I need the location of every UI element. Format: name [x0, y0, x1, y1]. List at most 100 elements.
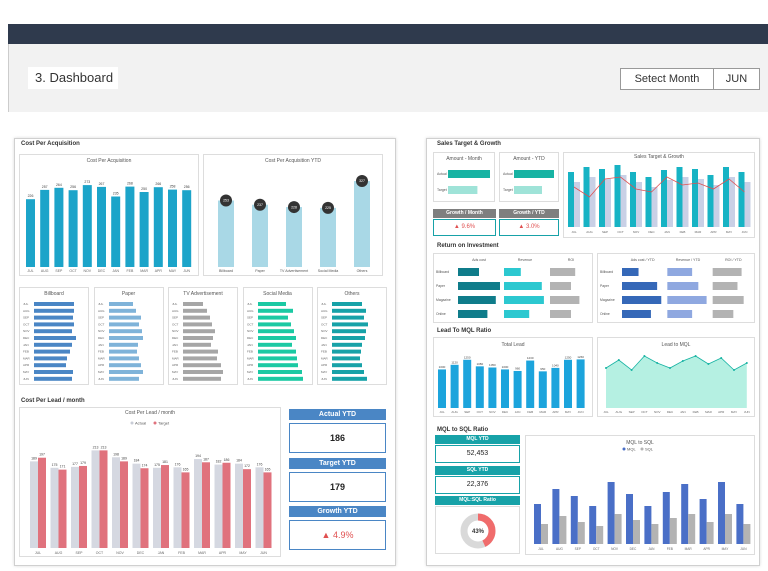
sales-target-bar — [744, 182, 751, 227]
donut-fill — [460, 513, 496, 549]
mql-section-title: MQL to SQL Ratio — [437, 427, 489, 433]
mql-sql-ratio-donut: 43% — [460, 513, 496, 549]
channel-month-label: MAY — [23, 370, 29, 374]
cpa-bar-label: 268 — [127, 182, 133, 186]
target-bar — [514, 186, 542, 194]
total-lead-month: OCT — [477, 410, 484, 414]
channel-month-label: APR — [98, 363, 105, 367]
cpa-bar — [26, 199, 35, 267]
cpl-month-label: FEB — [178, 551, 185, 555]
legend-actual-label: Actual — [135, 421, 146, 426]
channel-bar — [183, 342, 211, 347]
total-lead-bar — [526, 360, 535, 408]
channel-month-label: APR — [172, 363, 179, 367]
cpa-bar-label: 250 — [141, 187, 147, 191]
roi-bar — [458, 296, 496, 304]
lead-mql-point — [694, 355, 697, 357]
ytd-value-circle — [220, 194, 232, 207]
channel-month-label: JUN — [247, 377, 253, 381]
roi-row-label: Online — [436, 312, 446, 316]
cpl-month-label: JUL — [35, 551, 41, 555]
cpa-bar — [182, 190, 192, 267]
total-lead-month: JAN — [515, 410, 521, 414]
channel-month-label: NOV — [172, 329, 179, 333]
channel-month-label: MAR — [247, 356, 255, 360]
mql-sql-chart-title: MQL to SQL — [626, 440, 654, 446]
lead-mql-point — [745, 362, 748, 364]
total-lead-label: 1000 — [502, 365, 509, 369]
channel-month-label: FEB — [247, 350, 253, 354]
roi-bar — [458, 282, 500, 290]
cpl-target-label: 165 — [265, 467, 271, 471]
cpa-month-label: NOV — [84, 269, 92, 273]
total-lead-month: MAR — [539, 410, 547, 414]
cpl-chart-title: Cost Per Lead / month — [124, 410, 176, 416]
channel-bar-chart: JUL AUG SEP OCT NOV DEC JAN FEB MAR APR MAY JUN — [321, 302, 368, 381]
channel-bar — [183, 315, 210, 320]
growth-ytd-value: ▲ 3.0% — [499, 219, 559, 236]
lead-mql-month: JUL — [603, 410, 609, 414]
roi-ytd-table-chart: Ads cost / YTD Revenue / YTD ROI / YTD Bill… — [600, 258, 744, 318]
cpa-bar — [54, 187, 64, 267]
sales-month-label: APR — [710, 230, 717, 234]
cpl-actual-label: 176 — [175, 462, 181, 466]
sales-month-label: JAN — [664, 230, 670, 234]
month-select[interactable]: JUN — [713, 68, 760, 90]
amount-month-title: Amount - Month — [446, 156, 482, 162]
cpl-actual-label: 213 — [93, 445, 99, 449]
cpl-actual-bar — [194, 459, 202, 548]
channel-month-label: OCT — [23, 322, 30, 326]
row-label: Target — [503, 188, 513, 192]
channel-bar — [34, 356, 67, 361]
channel-bar — [257, 349, 296, 354]
roi-row-label: Online — [600, 312, 610, 316]
channel-bar — [34, 308, 74, 313]
mql-bar — [552, 489, 560, 544]
total-lead-month: SEP — [464, 410, 470, 414]
sales-target-bar — [698, 179, 704, 227]
cpl-target-label: 213 — [101, 445, 107, 449]
channel-card: TV Advertisement JUL AUG SEP OCT NOV DEC JAN FEB… — [168, 287, 238, 385]
roi-row-label: Billboard — [600, 270, 613, 274]
roi-bar — [504, 310, 530, 318]
sales-target-bar — [682, 177, 689, 227]
channel-bar — [34, 302, 74, 306]
lead-section-title: Lead To MQL Ratio — [437, 328, 492, 334]
cpa-bar-label: 256 — [184, 185, 190, 189]
sql-bar — [596, 526, 604, 544]
cpl-target-bar — [222, 462, 231, 548]
total-lead-month: MAY — [565, 410, 571, 414]
amount-month-card: Amount - Month Actual Target — [433, 152, 495, 202]
ytd-value-circle — [254, 198, 266, 211]
channel-month-label: SEP — [321, 316, 327, 320]
growth-line — [573, 176, 745, 198]
roi-bar — [458, 268, 479, 276]
ytd-bar — [218, 200, 234, 267]
channel-bar — [332, 376, 367, 381]
cpa-bar — [97, 186, 106, 267]
roi-bar — [622, 268, 639, 276]
sales-chart-title: Sales Target & Growth — [634, 154, 684, 160]
channel-month-label: NOV — [247, 329, 254, 333]
roi-bar — [667, 296, 707, 304]
sales-month-label: MAR — [695, 230, 703, 234]
mql-month-label: APR — [703, 547, 710, 551]
mql-bar — [718, 482, 725, 544]
roi-header: ROI — [568, 258, 574, 262]
sales-month-label: JUL — [571, 230, 577, 234]
channel-month-label: MAR — [23, 356, 31, 360]
channel-bar — [108, 376, 139, 381]
total-lead-month: APR — [552, 410, 559, 414]
growth-ytd-value: ▲ 4.9% — [289, 520, 386, 550]
target-bar — [448, 186, 478, 194]
ytd-value-circle — [288, 201, 300, 214]
cpa-month-label: JUL — [27, 269, 33, 273]
roi-bar — [712, 310, 734, 318]
total-lead-bar — [538, 371, 547, 408]
cpl-target-bar — [181, 472, 190, 548]
cpl-actual-bar — [91, 450, 100, 548]
total-lead-chart: 1000 JUL 1120 AUG 1250 SEP 1080 OCT 1050 NOV 1000 D… — [438, 355, 585, 414]
mql-month-label: SEP — [575, 547, 581, 551]
cpl-actual-bar — [153, 467, 161, 548]
cpl-actual-label: 182 — [216, 460, 222, 464]
